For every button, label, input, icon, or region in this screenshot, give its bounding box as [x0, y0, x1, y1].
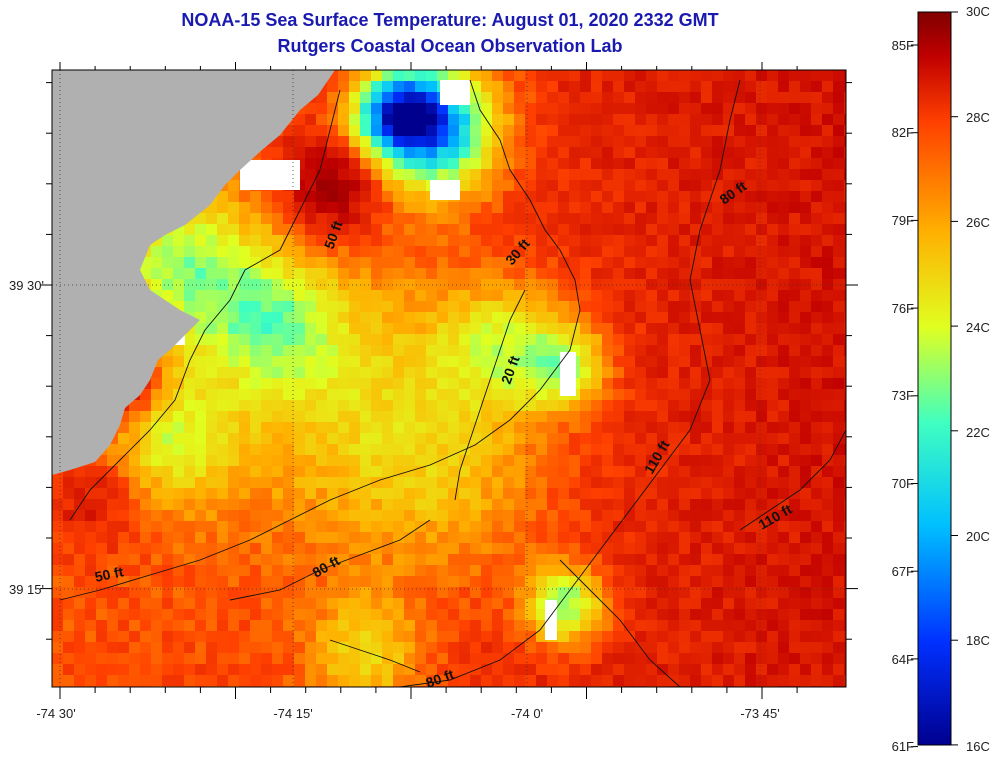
- celsius-label: 30C: [966, 4, 990, 19]
- celsius-label: 28C: [966, 110, 990, 125]
- y-tick-label: 39 30': [9, 278, 44, 293]
- celsius-label: 24C: [966, 320, 990, 335]
- fahrenheit-label: 82F: [892, 125, 914, 140]
- depth-contours: [59, 79, 846, 687]
- map-subtitle: Rutgers Coastal Ocean Observation Lab: [277, 36, 623, 56]
- map-title: NOAA-15 Sea Surface Temperature: August …: [181, 10, 719, 30]
- x-tick-label: -74 15': [273, 706, 312, 721]
- celsius-label: 16C: [966, 739, 990, 754]
- fahrenheit-label: 67F: [892, 564, 914, 579]
- colorbar-gradient: [917, 11, 952, 746]
- celsius-label: 22C: [966, 425, 990, 440]
- y-axis-labels: 39 30' 39 15': [9, 278, 44, 597]
- fahrenheit-label: 85F: [892, 38, 914, 53]
- fahrenheit-label: 64F: [892, 652, 914, 667]
- depth-label: 50 ft: [93, 563, 125, 585]
- x-tick-label: -74 0': [511, 706, 543, 721]
- colorbar: 30C 28C 26C 24C 22C 20C 18C 16C 85F 82F …: [892, 4, 990, 754]
- graticule: [52, 70, 846, 687]
- y-tick-label: 39 15': [9, 582, 44, 597]
- celsius-label: 26C: [966, 215, 990, 230]
- celsius-label: 18C: [966, 633, 990, 648]
- fahrenheit-label: 61F: [892, 739, 914, 754]
- x-axis-labels: -74 30' -74 15' -74 0' -73 45': [36, 706, 779, 721]
- map-panel: 50 ft 30 ft 80 ft 20 ft 110 ft 110 ft 50…: [40, 62, 858, 699]
- fahrenheit-label: 70F: [892, 476, 914, 491]
- fahrenheit-label: 76F: [892, 301, 914, 316]
- celsius-label: 20C: [966, 529, 990, 544]
- fahrenheit-label: 73F: [892, 388, 914, 403]
- fahrenheit-label: 79F: [892, 213, 914, 228]
- x-tick-label: -74 30': [36, 706, 75, 721]
- land-mass: [52, 70, 335, 475]
- x-tick-label: -73 45': [740, 706, 779, 721]
